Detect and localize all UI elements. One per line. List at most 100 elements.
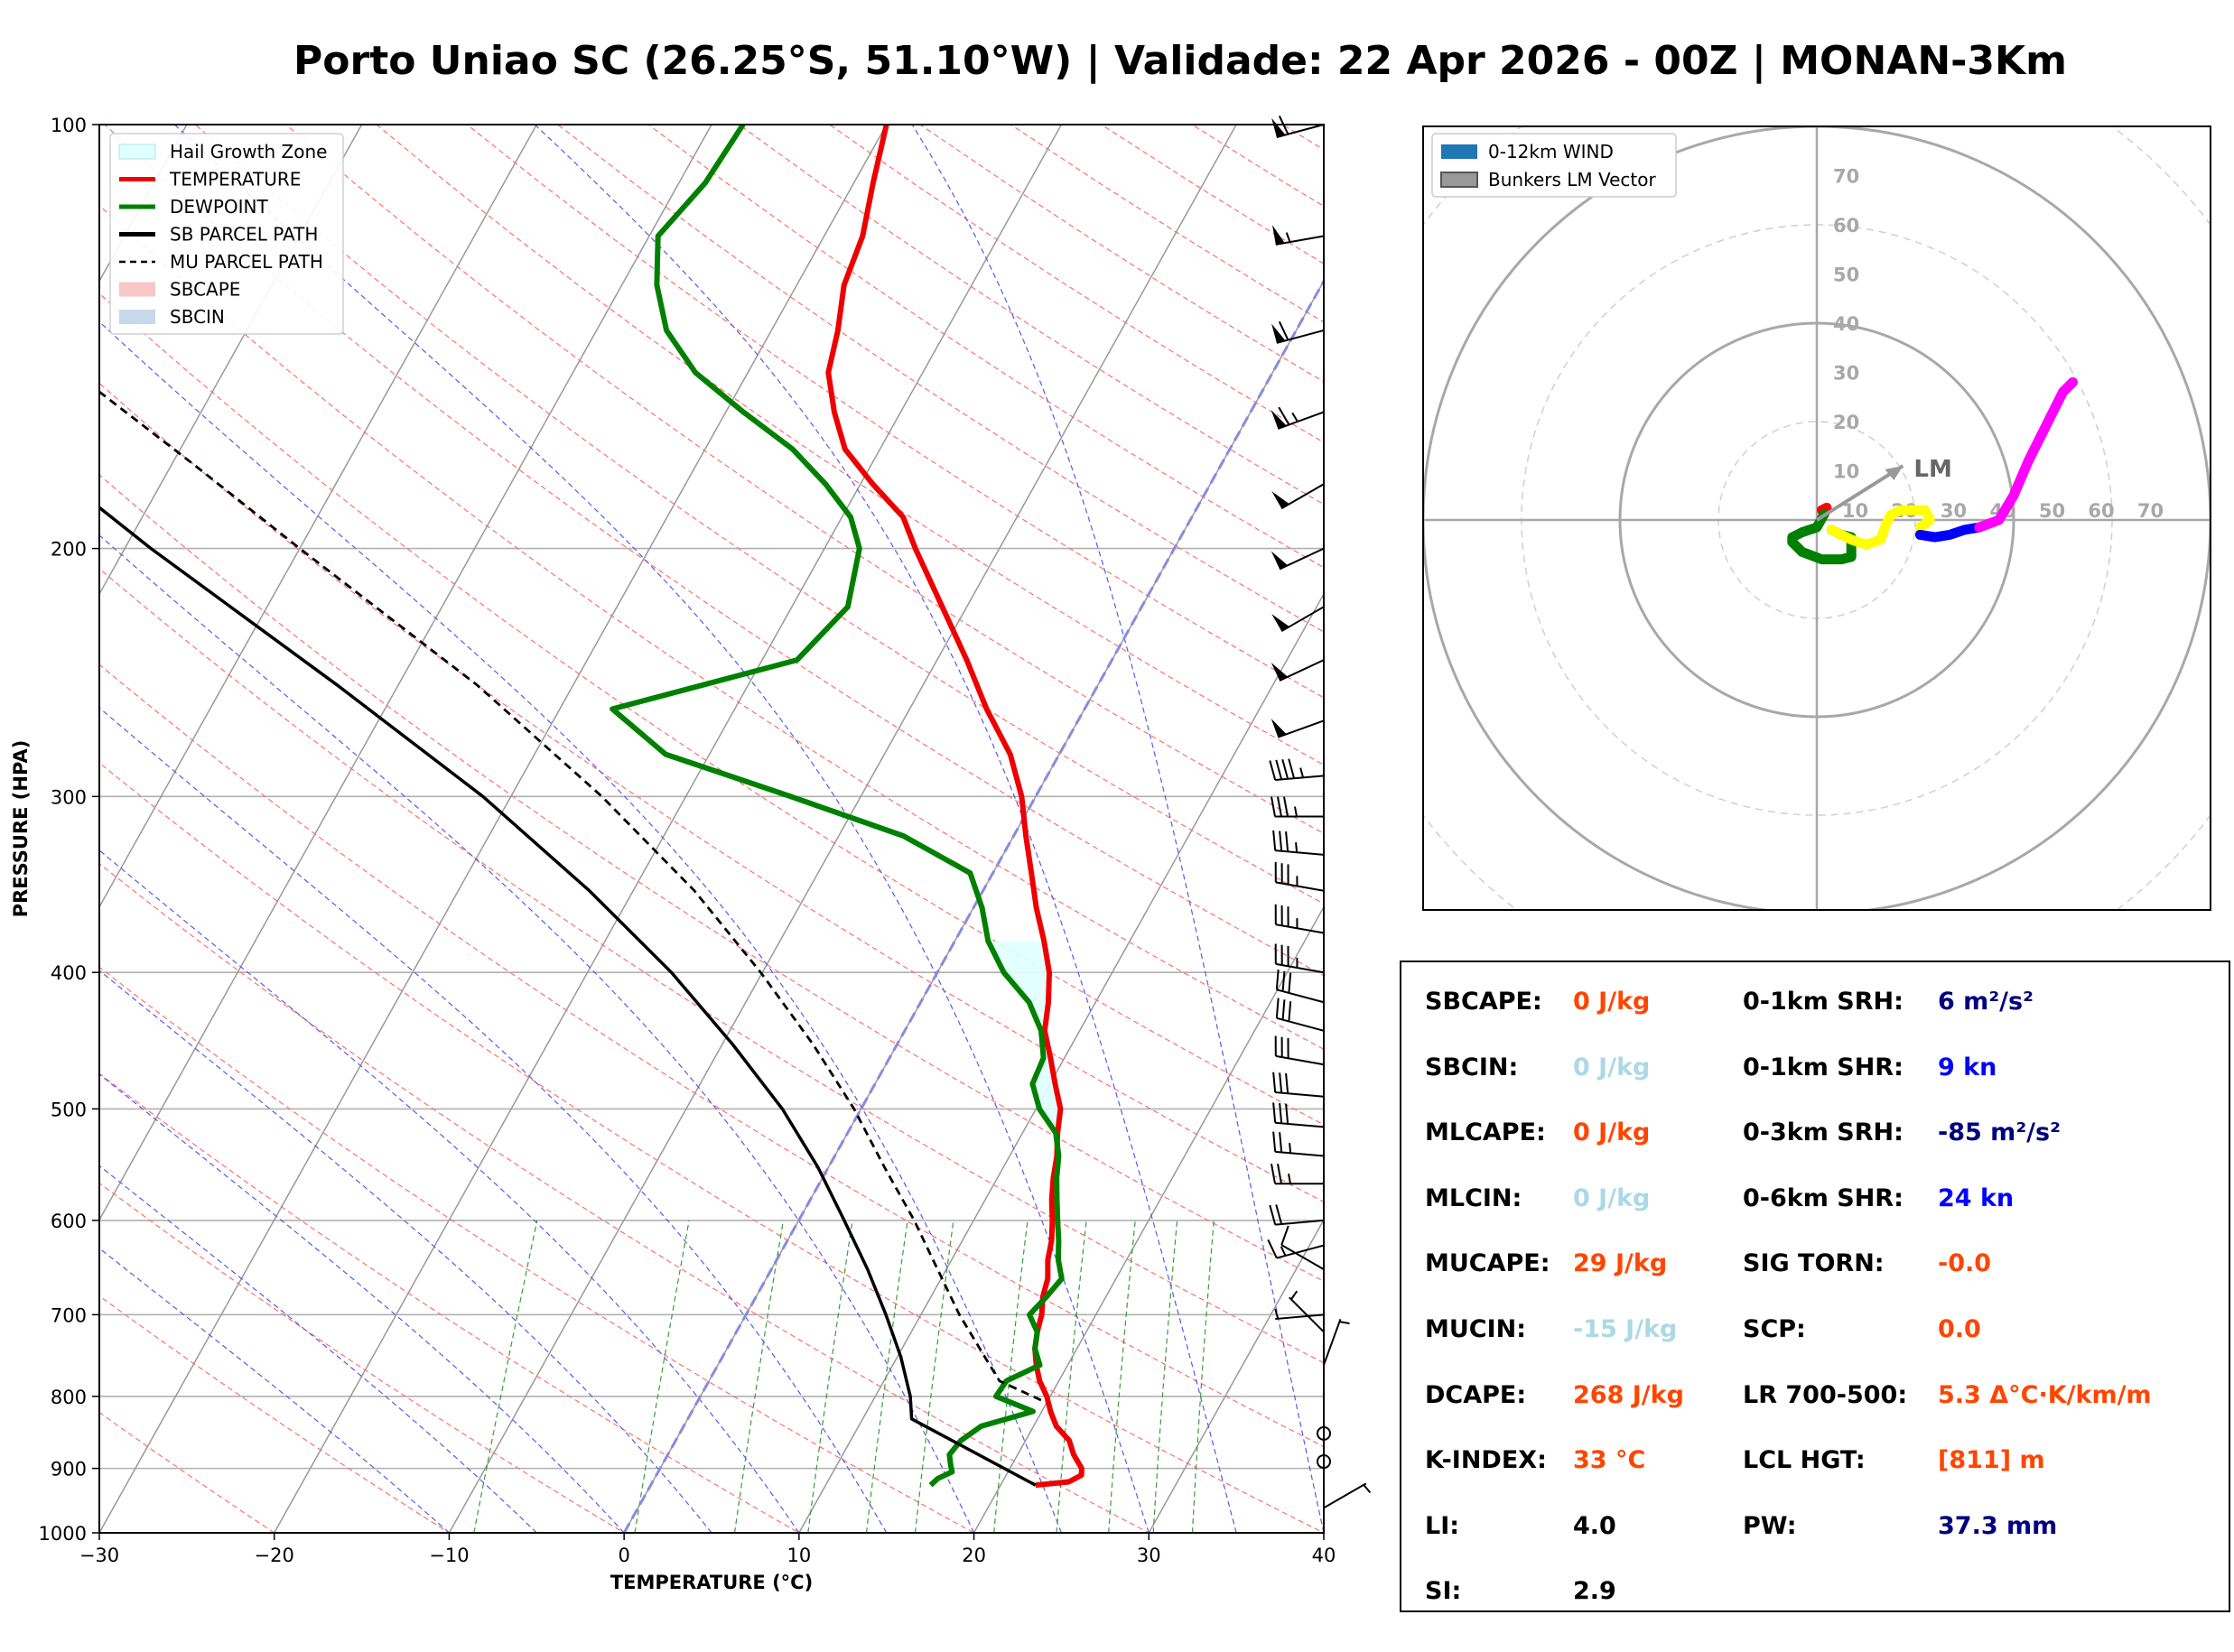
- wind-barb-full: [1281, 999, 1286, 1020]
- stat-label: LR 700-500:: [1743, 1380, 1908, 1409]
- chart-title: Porto Uniao SC (26.25°S, 51.10°W) | Vali…: [293, 38, 2067, 84]
- wind-barb-half: [1280, 1246, 1287, 1257]
- hodograph-ring-label: 10: [1833, 461, 1859, 483]
- legend-label: SBCIN: [170, 306, 225, 328]
- stat-label: K-INDEX:: [1425, 1446, 1547, 1475]
- wind-barb-flag: [1271, 323, 1286, 343]
- isotherm: [797, 592, 1324, 1533]
- hodograph-ring-label: 60: [1833, 215, 1859, 237]
- wind-barb: [1275, 881, 1325, 892]
- hodograph-legend-box: [1431, 133, 1677, 198]
- stat-value: 0 J/kg: [1573, 1118, 1651, 1147]
- x-tick-label: 20: [962, 1545, 986, 1566]
- stat-value: -15 J/kg: [1573, 1315, 1678, 1343]
- series-temperature: [825, 125, 1084, 1489]
- wind-barb-full: [1275, 1204, 1283, 1225]
- stats-panel: SBCAPE: 0 J/kg SBCIN: 0 J/kg MLCAPE: 0 J/kg ML…: [1400, 961, 2230, 1612]
- wind-barb: [1275, 962, 1325, 974]
- wind-barb-full: [1285, 831, 1289, 852]
- moist-adiabat: [534, 125, 1237, 1533]
- wind-barb-half: [1363, 1484, 1372, 1494]
- wind-barb: [1277, 719, 1325, 738]
- stat-label: LI:: [1425, 1511, 1460, 1540]
- wind-barb-full: [1269, 1204, 1277, 1225]
- moist-adiabat: [99, 534, 975, 1533]
- hodograph-legend-swatch: [1441, 144, 1477, 159]
- wind-barb-full: [1285, 1103, 1289, 1125]
- wind-barb: [1275, 849, 1325, 856]
- y-tick-label: 200: [51, 539, 87, 561]
- legend-label: SB PARCEL PATH: [170, 224, 318, 246]
- x-axis-label: TEMPERATURE (°C): [610, 1572, 813, 1593]
- wind-barb-full: [1275, 969, 1280, 990]
- wind-barb-full: [1281, 970, 1286, 992]
- hail-growth-zone: [988, 941, 1061, 1133]
- stat-value: 268 J/kg: [1573, 1380, 1684, 1409]
- y-tick-label: 300: [51, 786, 87, 808]
- wind-barb-full: [1285, 1072, 1289, 1094]
- stat-label: SBCIN:: [1425, 1053, 1519, 1081]
- stat-value: 0 J/kg: [1573, 1183, 1651, 1212]
- wind-barb-half: [1289, 1143, 1292, 1154]
- hodograph-axis-label: 70: [2137, 500, 2164, 522]
- hodograph-frame: [1422, 125, 2211, 911]
- wind-barb-flag: [1271, 117, 1286, 137]
- isotherm: [448, 125, 1238, 1533]
- wind-barb: [1275, 1313, 1325, 1321]
- hodograph-legend: 0-12km WIND Bunkers LM Vector: [1431, 133, 1677, 198]
- stat-value: 0.0: [1938, 1315, 1981, 1343]
- stat-label: SIG TORN:: [1743, 1249, 1885, 1278]
- wind-barb-half: [1294, 806, 1298, 817]
- x-axis: −30 −20 −10 0 10 20 30 40: [79, 1533, 1336, 1566]
- wind-barb-full: [1275, 998, 1280, 1018]
- plot-frame: [98, 124, 1325, 1534]
- series-sb-parcel-path: [99, 505, 1037, 1487]
- isotherm: [273, 125, 1063, 1533]
- moist-adiabat: [99, 1073, 625, 1533]
- wind-barb-half: [1274, 1308, 1280, 1320]
- wind-barb: [1275, 923, 1325, 934]
- moist-adiabat: [99, 1165, 537, 1533]
- wind-barb-full: [1288, 972, 1292, 993]
- wind-barb-full: [1278, 115, 1289, 135]
- dry-adiabat: [99, 1182, 626, 1533]
- wind-barb: [1275, 775, 1325, 782]
- dry-adiabat: [194, 125, 1324, 905]
- wind-barb-full: [1277, 796, 1282, 817]
- y-tick-label: 500: [51, 1099, 87, 1120]
- wind-barb: [1323, 1482, 1367, 1509]
- wind-barb: [1275, 1121, 1325, 1128]
- wind-barb-full: [1278, 406, 1290, 425]
- stat-value: 9 kn: [1938, 1053, 1997, 1081]
- bunkers-lm-arrowhead: [1885, 466, 1904, 481]
- stat-value: 29 J/kg: [1573, 1249, 1668, 1278]
- isotherm: [973, 905, 1324, 1533]
- hodograph-legend-label: Bunkers LM Vector: [1488, 169, 1657, 190]
- hodograph-legend-swatch: [1440, 172, 1478, 188]
- wind-barbs: [1267, 115, 1372, 1509]
- dry-adiabat: [376, 125, 1324, 766]
- wind-barb-flag: [1271, 491, 1289, 509]
- legend-box: [109, 133, 344, 335]
- wind-barb-calm: [1317, 1454, 1331, 1470]
- moist-adiabat: [99, 707, 888, 1533]
- hodograph-segment-3-6km: [1826, 505, 1935, 550]
- bunkers-lm-vector: [1815, 464, 1904, 522]
- mixing-ratio-line: [473, 1220, 538, 1533]
- stat-label: SI:: [1425, 1577, 1462, 1606]
- x-tick-label: −30: [79, 1545, 119, 1566]
- dry-adiabat: [99, 966, 975, 1533]
- stat-label: MUCAPE:: [1425, 1249, 1550, 1278]
- wind-barb-full: [1269, 760, 1277, 781]
- isotherm: [99, 125, 538, 909]
- mixing-ratio-line: [807, 1220, 853, 1533]
- wind-barb-full: [1279, 1102, 1283, 1124]
- wind-barb-full: [1272, 1102, 1277, 1123]
- legend-label: MU PARCEL PATH: [170, 251, 323, 273]
- wind-barb-flag: [1271, 551, 1289, 570]
- wind-barb-half: [1339, 1321, 1350, 1325]
- y-tick-label: 100: [51, 115, 87, 136]
- wind-barb-flag: [1272, 225, 1285, 245]
- stat-label: 0-6km SHR:: [1743, 1183, 1904, 1212]
